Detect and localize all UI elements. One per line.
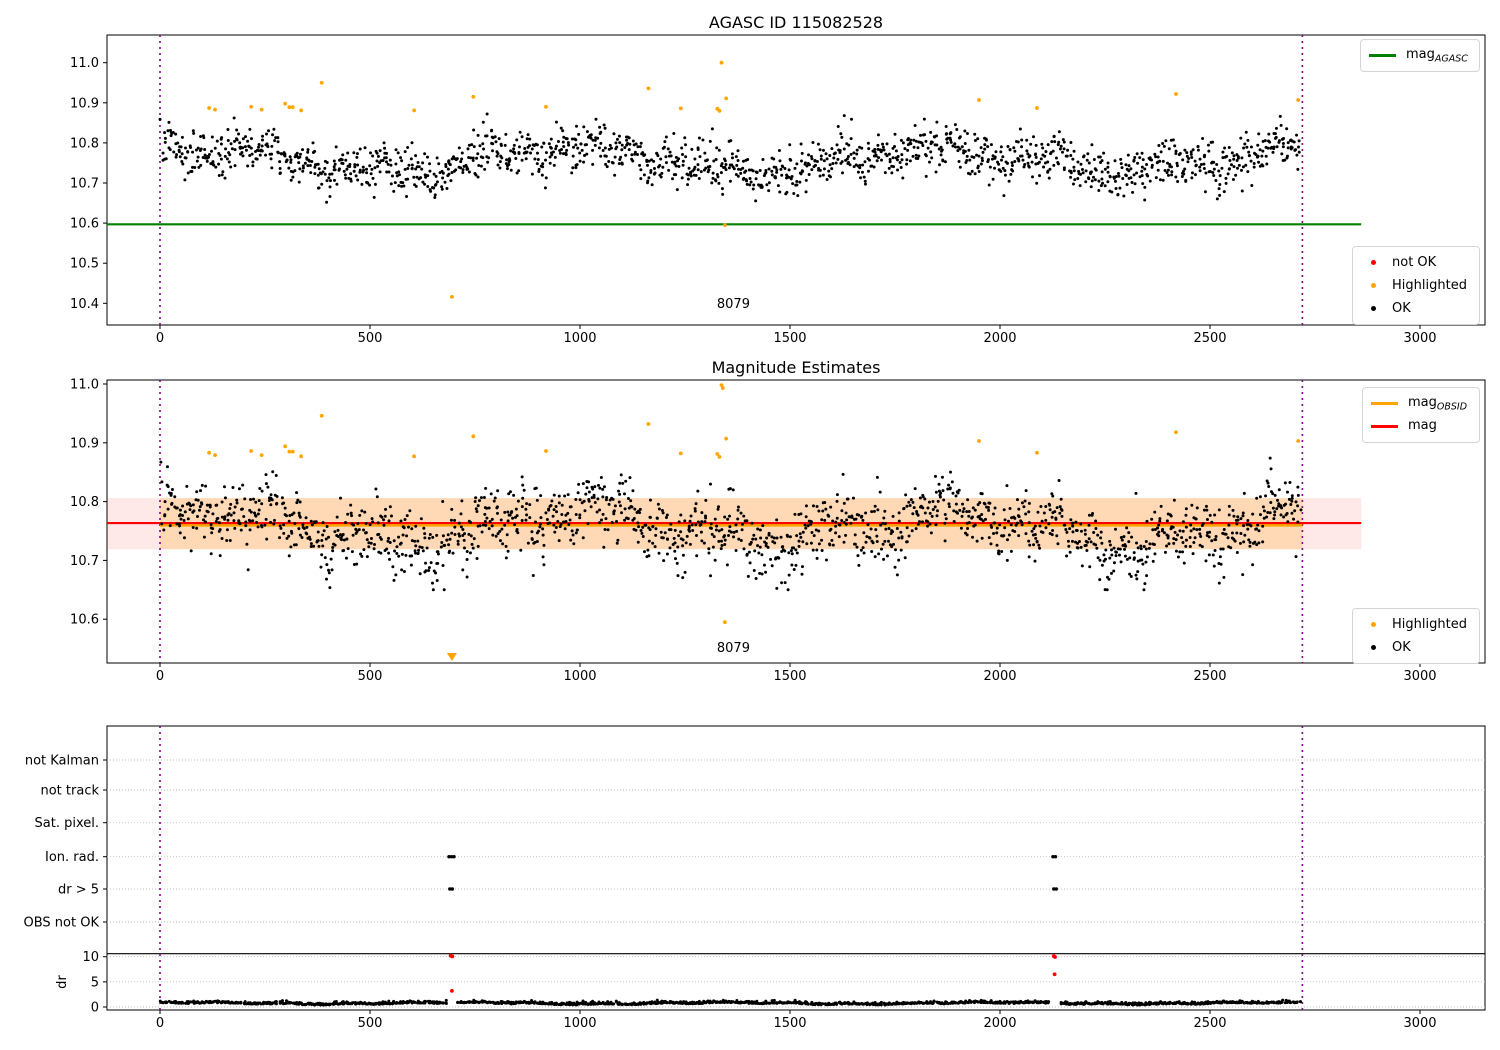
svg-text:0: 0 [91,1001,99,1016]
orange-dot-icon [1371,283,1376,288]
legend-label: mag [1408,417,1437,433]
series-ok-points [159,456,1303,592]
panel2-title: Magnitude Estimates [711,358,881,377]
legend-row: Highlighted [1361,613,1471,636]
svg-text:3000: 3000 [1403,331,1436,346]
svg-text:not track: not track [40,784,99,799]
orange-dot-icon [1371,622,1376,627]
category-axis-labels: not Kalman not track Sat. pixel. Ion. rad. d… [24,754,107,1016]
svg-text:3000: 3000 [1403,1016,1436,1031]
svg-text:2000: 2000 [983,331,1016,346]
svg-text:3000: 3000 [1403,669,1436,684]
svg-text:not Kalman: not Kalman [25,754,99,769]
svg-text:1500: 1500 [773,669,806,684]
red-line-swatch [1371,425,1398,428]
panel1-title: AGASC ID 115082528 [708,13,884,32]
panel1-plot-area [107,35,1362,325]
flag-points [447,855,1058,891]
legend-mag-agasc: magAGASC [1360,39,1480,72]
svg-text:0: 0 [156,331,164,346]
orange-line-swatch [1371,402,1398,405]
svg-text:10.6: 10.6 [70,217,99,232]
svg-text:OBS not OK: OBS not OK [24,916,100,931]
svg-text:dr > 5: dr > 5 [58,883,99,898]
clipped-outlier-triangle-icon [446,653,457,661]
legend-label: Highlighted [1392,617,1467,632]
legend-markers-panel2: Highlighted OK [1352,608,1480,664]
not-ok-dr-points [448,953,1057,993]
svg-text:10.8: 10.8 [70,136,99,151]
legend-label: OK [1392,301,1411,316]
series-highlighted-points [207,60,1301,299]
legend-lines-panel2: magOBSID mag [1362,387,1480,443]
series-ok-points [158,112,1301,204]
svg-text:500: 500 [358,1016,383,1031]
legend-row: magAGASC [1369,44,1471,67]
svg-text:1500: 1500 [773,331,806,346]
legend-label: Highlighted [1392,278,1467,293]
panel3-plot-area [158,726,1304,1010]
legend-label: magAGASC [1406,46,1468,65]
gridlines [107,759,1485,1008]
legend-row: not OK [1361,251,1471,274]
svg-text:0: 0 [156,1016,164,1031]
legend-row: mag [1371,415,1471,438]
panel-agasc-magnitudes: 0 500 1000 1500 2000 2500 3000 10.4 10.5 10.6 10.7… [70,34,1486,346]
red-dot-icon [1371,260,1376,265]
svg-text:1000: 1000 [563,331,596,346]
svg-text:10.4: 10.4 [70,297,99,312]
obsid-annotation-panel1: 8079 [716,297,750,312]
legend-markers-panel1: not OK Highlighted OK [1352,246,1480,325]
obsid-annotation-panel2: 8079 [716,641,750,656]
svg-text:0: 0 [156,669,164,684]
svg-text:10: 10 [82,950,99,965]
legend-row: magOBSID [1371,392,1471,415]
svg-text:11.0: 11.0 [70,378,99,393]
svg-text:1000: 1000 [563,1016,596,1031]
svg-text:10.6: 10.6 [70,613,99,628]
svg-text:5: 5 [91,975,99,990]
svg-text:2500: 2500 [1193,1016,1226,1031]
svg-text:10.9: 10.9 [70,436,99,451]
svg-text:2000: 2000 [983,1016,1016,1031]
svg-text:500: 500 [358,669,383,684]
svg-text:2500: 2500 [1193,669,1226,684]
panel2-plot-area [107,380,1362,663]
black-dot-icon [1371,306,1376,311]
dr-axis-label: dr [55,975,70,989]
svg-text:2500: 2500 [1193,331,1226,346]
svg-text:Ion. rad.: Ion. rad. [45,850,99,865]
panel-magnitude-estimates: 0 500 1000 1500 2000 2500 3000 10.6 10.7 10.8 10.9… [70,378,1486,684]
legend-label: OK [1392,640,1411,655]
legend-row: OK [1361,297,1471,320]
svg-text:2000: 2000 [983,669,1016,684]
svg-text:10.9: 10.9 [70,96,99,111]
dr-series-points [158,998,1303,1007]
legend-row: Highlighted [1361,274,1471,297]
legend-row: OK [1361,636,1471,659]
green-line-swatch [1369,54,1396,57]
svg-text:1000: 1000 [563,669,596,684]
svg-text:10.7: 10.7 [70,554,99,569]
svg-text:10.7: 10.7 [70,177,99,192]
panel-flags-dr: 0 500 1000 1500 2000 2500 3000 not Kalman not tr… [24,725,1486,1031]
svg-text:1500: 1500 [773,1016,806,1031]
series-highlighted-points [207,383,1301,625]
svg-text:10.8: 10.8 [70,495,99,510]
svg-text:11.0: 11.0 [70,56,99,71]
svg-text:10.5: 10.5 [70,257,99,272]
svg-text:Sat. pixel.: Sat. pixel. [35,816,99,831]
black-dot-icon [1371,645,1376,650]
legend-label: magOBSID [1408,394,1468,413]
legend-label: not OK [1392,255,1437,270]
svg-text:500: 500 [358,331,383,346]
